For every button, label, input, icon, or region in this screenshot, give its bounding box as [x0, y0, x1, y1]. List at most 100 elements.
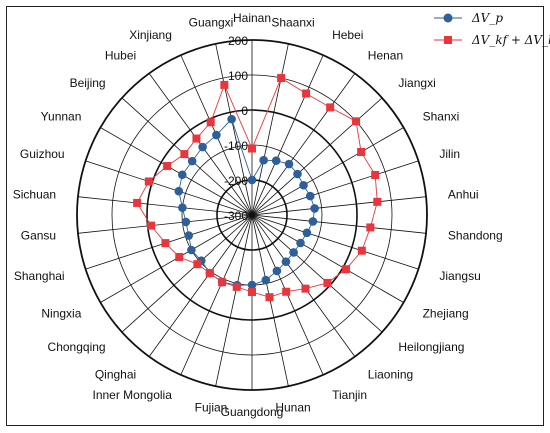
- data-point-k: [220, 80, 229, 89]
- spoke-line: [85, 160, 253, 216]
- data-point-k: [366, 223, 375, 232]
- spoke-line: [251, 160, 419, 216]
- category-label: Liaoning: [368, 367, 413, 381]
- data-point-p: [259, 155, 268, 165]
- data-point-k: [180, 150, 189, 159]
- category-label: Ningxia: [41, 307, 81, 321]
- spoke-line: [77, 214, 253, 234]
- data-point-k: [192, 134, 201, 143]
- data-point-k: [352, 117, 361, 126]
- data-point-k: [371, 170, 380, 179]
- legend-marker-p: [443, 13, 453, 23]
- data-point-p: [305, 191, 315, 201]
- category-label: Anhui: [448, 187, 479, 201]
- data-point-k: [193, 260, 202, 269]
- data-point-p: [187, 245, 196, 255]
- category-label: Hunan: [275, 401, 310, 415]
- data-point-k: [161, 239, 170, 248]
- category-label: Guangdong: [221, 405, 284, 419]
- category-label: Hubei: [105, 49, 136, 63]
- data-point-p: [271, 156, 281, 165]
- data-point-k: [232, 282, 241, 291]
- data-point-p: [284, 159, 294, 169]
- data-point-p: [281, 257, 291, 267]
- spoke-line: [251, 43, 289, 216]
- spoke-line: [251, 73, 356, 216]
- chart-frame: [6, 6, 544, 426]
- category-labels: Hainan Shaanxi Hebei Henan Jiangxi Shanxi Jili…: [13, 11, 503, 419]
- data-point-k: [277, 74, 286, 83]
- data-series: [133, 74, 382, 302]
- r-tick-label: 100: [228, 69, 248, 83]
- data-point-k: [205, 269, 214, 278]
- spoke-line: [251, 214, 404, 303]
- category-label: Gansu: [21, 229, 56, 243]
- category-label: Shandong: [448, 229, 503, 243]
- data-point-p: [261, 275, 271, 285]
- spoke-line: [215, 214, 253, 387]
- category-label: Tianjin: [332, 388, 367, 402]
- data-point-p: [177, 170, 187, 180]
- category-label: Shaanxi: [271, 15, 314, 29]
- data-point-k: [341, 265, 350, 274]
- data-point-k: [218, 278, 227, 287]
- data-point-k: [282, 287, 291, 296]
- spoke-line: [251, 54, 324, 216]
- data-point-p: [198, 142, 207, 152]
- radial-tick-labels: -300 -200 -100 0 100 200: [224, 34, 248, 223]
- category-label: Guangxi: [189, 15, 234, 29]
- data-point-k: [163, 162, 172, 170]
- data-point-p: [310, 204, 319, 213]
- data-point-k: [373, 197, 382, 206]
- spoke-line: [251, 127, 404, 216]
- data-point-p: [178, 203, 187, 212]
- data-point-p: [296, 238, 305, 248]
- data-point-p: [247, 280, 257, 290]
- spoke-line: [121, 214, 253, 333]
- data-point-p: [187, 156, 197, 166]
- category-label: Jiangsu: [439, 269, 480, 283]
- data-point-p: [293, 169, 302, 179]
- category-label: Zhejiang: [423, 307, 469, 321]
- data-point-p: [174, 186, 184, 196]
- category-label: Heilongjiang: [398, 340, 464, 354]
- data-point-k: [357, 246, 366, 255]
- data-point-k: [206, 118, 215, 127]
- data-point-p: [227, 114, 236, 124]
- data-point-k: [265, 293, 274, 302]
- legend-label-p: ΔV_p: [471, 11, 503, 25]
- spoke-line: [251, 214, 427, 234]
- category-label: Jilin: [439, 147, 460, 161]
- data-point-k: [133, 198, 142, 207]
- spoke-line: [100, 127, 253, 216]
- spoke-line: [215, 43, 253, 216]
- data-point-k: [248, 288, 256, 296]
- data-point-p: [181, 217, 191, 227]
- category-label: Fujian: [195, 401, 228, 415]
- legend-marker-k: [444, 36, 452, 44]
- data-point-k: [147, 221, 156, 230]
- data-point-p: [272, 266, 282, 276]
- category-label: Jiangxi: [398, 76, 435, 90]
- data-point-p: [302, 228, 312, 238]
- data-point-k: [301, 284, 310, 293]
- spoke-line: [251, 196, 427, 216]
- r-tick-label: 200: [228, 34, 248, 48]
- data-point-k: [144, 177, 153, 186]
- category-label: Inner Mongolia: [93, 388, 173, 402]
- spoke-line: [251, 214, 383, 333]
- category-label: Sichuan: [13, 187, 56, 201]
- r-tick-label: 0: [241, 104, 248, 118]
- category-label: Xinjiang: [129, 28, 172, 42]
- data-point-p: [289, 248, 298, 257]
- category-label: Shanxi: [423, 110, 460, 124]
- category-label: Shanghai: [14, 269, 65, 283]
- legend-label-k: ΔV_kf + ΔV_k: [471, 33, 550, 47]
- category-label: Beijing: [70, 76, 106, 90]
- category-label: Henan: [368, 49, 403, 63]
- category-label: Qinghai: [95, 367, 136, 381]
- data-point-k: [302, 89, 311, 98]
- spoke-line: [148, 214, 253, 357]
- data-point-k: [248, 144, 256, 153]
- data-point-k: [175, 253, 184, 261]
